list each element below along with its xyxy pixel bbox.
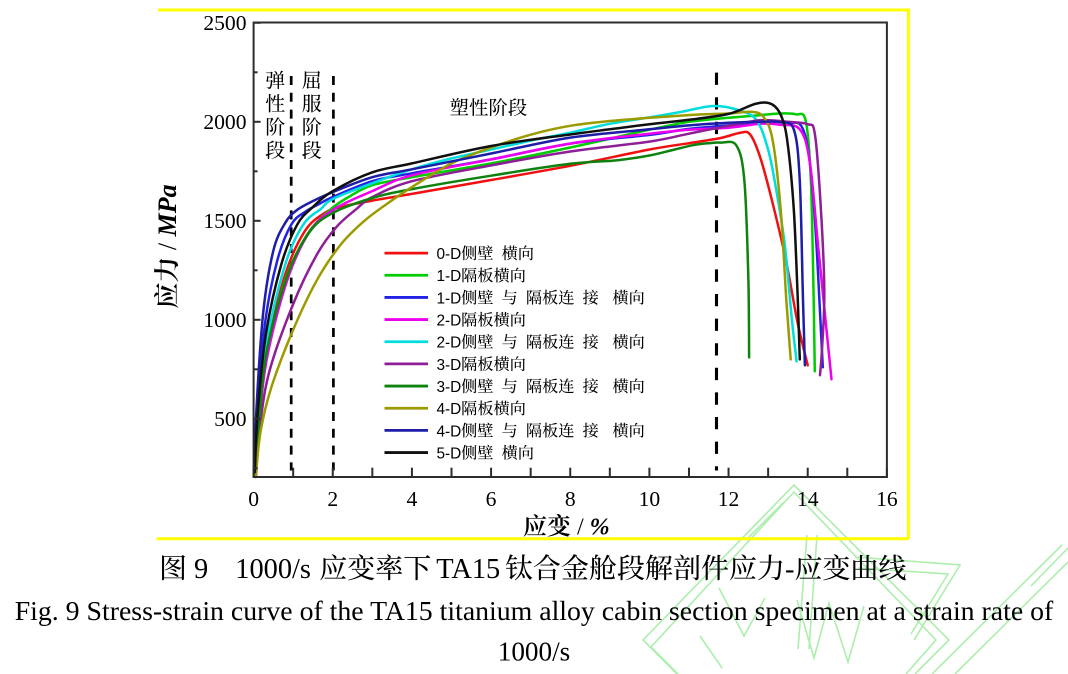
svg-text:3-D: 3-D	[437, 379, 462, 396]
svg-text:1000/s: 1000/s	[235, 554, 311, 585]
svg-text:1500: 1500	[203, 209, 246, 233]
svg-text:500: 500	[214, 407, 246, 431]
svg-text:12: 12	[718, 487, 740, 511]
svg-text:2500: 2500	[203, 11, 246, 35]
svg-text:14: 14	[797, 487, 819, 511]
svg-text:0-D: 0-D	[437, 246, 462, 263]
svg-text:-: -	[785, 554, 794, 585]
svg-text:1000: 1000	[203, 308, 246, 332]
svg-text:8: 8	[565, 487, 576, 511]
svg-text:MPa: MPa	[153, 184, 182, 237]
svg-text:TA15: TA15	[436, 554, 500, 585]
svg-text:/: /	[153, 242, 182, 250]
svg-text:4-D: 4-D	[437, 423, 462, 440]
svg-text:Fig. 9 Stress-strain curve of: Fig. 9 Stress-strain curve of the TA15 t…	[15, 596, 1054, 627]
svg-text:1-D: 1-D	[437, 290, 462, 307]
svg-text:2: 2	[327, 487, 338, 511]
svg-text:4: 4	[407, 487, 418, 511]
svg-text:9: 9	[194, 554, 208, 585]
svg-text:2000: 2000	[203, 110, 246, 134]
svg-text:2-D: 2-D	[437, 335, 462, 352]
svg-text:%: %	[590, 515, 610, 541]
svg-text:4-D: 4-D	[437, 401, 462, 418]
svg-text:6: 6	[486, 487, 497, 511]
svg-text:2-D: 2-D	[437, 312, 462, 329]
svg-text:3-D: 3-D	[437, 357, 462, 374]
svg-text:/: /	[577, 515, 584, 541]
svg-text:10: 10	[639, 487, 661, 511]
svg-text:0: 0	[248, 487, 259, 511]
svg-text:5-D: 5-D	[437, 445, 462, 462]
svg-text:1000/s: 1000/s	[498, 637, 571, 667]
svg-text:1-D: 1-D	[437, 268, 462, 285]
svg-text:16: 16	[876, 487, 898, 511]
